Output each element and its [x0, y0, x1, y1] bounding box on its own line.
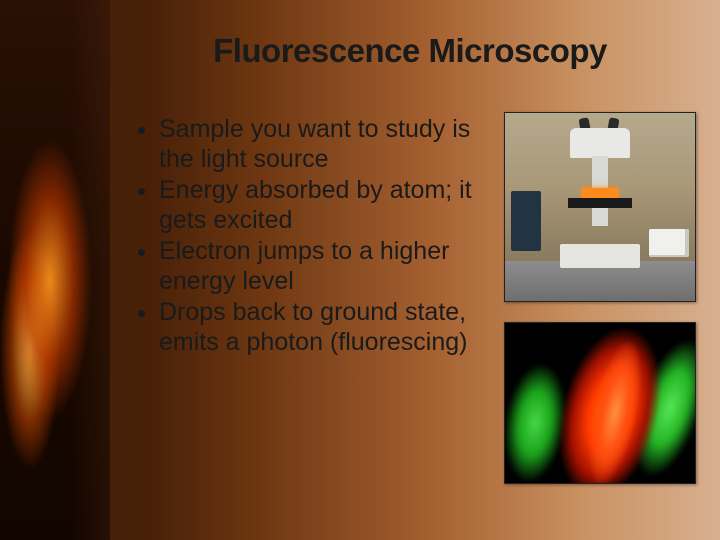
microscope-head-icon [570, 128, 630, 158]
microscope-stage-icon [568, 198, 632, 208]
bullet-list-container: Sample you want to study is the light so… [135, 115, 495, 359]
control-box-icon [649, 229, 689, 257]
bullet-item: Energy absorbed by atom; it gets excited [159, 176, 495, 235]
bullet-list: Sample you want to study is the light so… [135, 115, 495, 357]
lab-apparatus-icon [511, 191, 541, 251]
image-fluorescence-sample [504, 322, 696, 484]
microscope-icon [560, 128, 640, 268]
microscope-base-icon [560, 244, 640, 268]
image-microscope [504, 112, 696, 302]
bullet-item: Electron jumps to a higher energy level [159, 237, 495, 296]
bullet-item: Drops back to ground state, emits a phot… [159, 298, 495, 357]
slide-title: Fluorescence Microscopy [130, 32, 690, 70]
left-decorative-photo [0, 0, 110, 540]
bullet-item: Sample you want to study is the light so… [159, 115, 495, 174]
slide: Fluorescence Microscopy Sample you want … [0, 0, 720, 540]
